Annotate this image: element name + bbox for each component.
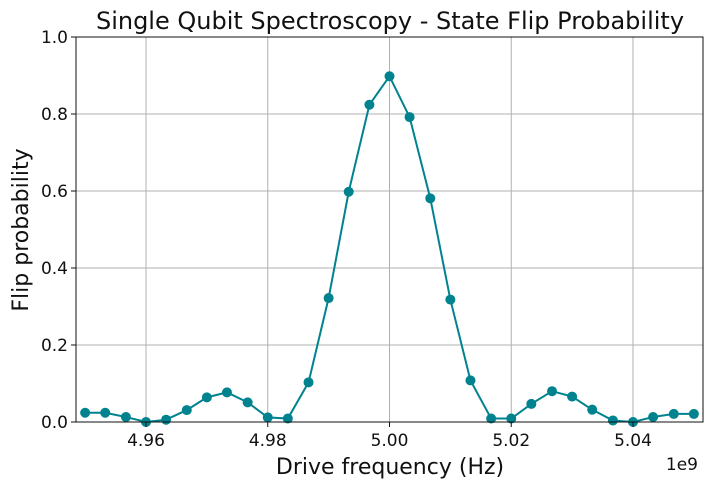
data-point — [404, 112, 415, 123]
y-axis-label: Flip probability — [9, 148, 34, 311]
x-tick-label: 5.00 — [371, 431, 409, 451]
x-tick-label: 4.96 — [127, 431, 165, 451]
data-point — [384, 71, 395, 82]
axis-ticks: 4.96 4.98 5.00 5.02 5.04 0.0 0.2 0.4 0.6 0.8 1.0 — [41, 28, 652, 451]
data-point — [607, 415, 618, 426]
data-point — [282, 413, 293, 424]
y-tick-label: 0.6 — [41, 182, 68, 202]
data-point — [242, 397, 253, 408]
data-series — [80, 71, 699, 427]
data-point — [80, 407, 91, 418]
y-tick-label: 0.2 — [41, 336, 68, 356]
x-axis-offset-label: 1e9 — [666, 455, 698, 475]
data-point — [486, 413, 497, 424]
data-point — [648, 411, 659, 422]
data-point — [506, 413, 517, 424]
data-point — [100, 407, 111, 418]
data-point — [323, 293, 334, 304]
y-tick-label: 0.4 — [41, 259, 68, 279]
data-point — [445, 294, 456, 305]
data-point — [303, 377, 314, 388]
data-point — [262, 412, 273, 423]
data-point — [181, 405, 192, 416]
data-point — [547, 386, 558, 397]
y-tick-label: 0.0 — [41, 413, 68, 433]
data-point — [587, 404, 598, 415]
y-tick-label: 0.8 — [41, 105, 68, 125]
data-point — [364, 99, 375, 110]
x-tick-label: 5.02 — [492, 431, 530, 451]
data-point — [668, 408, 679, 419]
data-point — [201, 392, 212, 403]
data-point — [526, 398, 537, 409]
data-point — [221, 387, 232, 398]
data-point — [161, 414, 172, 425]
x-axis-label: Drive frequency (Hz) — [276, 455, 504, 480]
grid-lines — [76, 36, 703, 423]
data-point — [425, 193, 436, 204]
data-point — [343, 186, 354, 197]
data-point — [120, 411, 131, 422]
data-point — [567, 391, 578, 402]
data-point — [688, 408, 699, 419]
y-tick-label: 1.0 — [41, 28, 68, 48]
x-tick-label: 5.04 — [614, 431, 652, 451]
data-point — [465, 375, 476, 386]
x-tick-label: 4.98 — [249, 431, 287, 451]
chart-title: Single Qubit Spectroscopy - State Flip P… — [96, 7, 684, 35]
